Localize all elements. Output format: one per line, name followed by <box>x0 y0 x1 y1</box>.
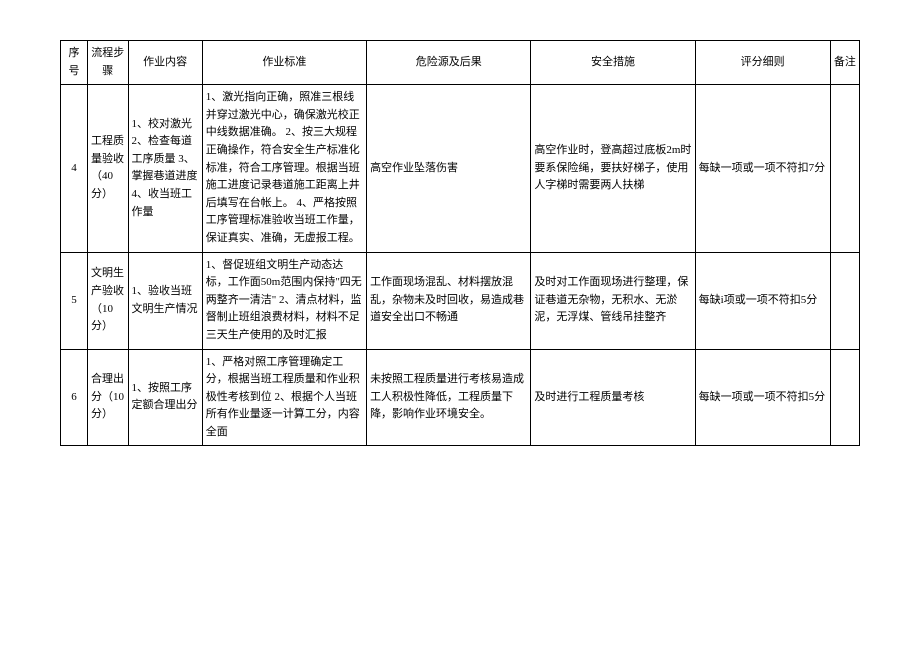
cell-risk: 未按照工程质量进行考核易造成工人积极性降低，工程质量下降，影响作业环境安全。 <box>367 349 531 446</box>
header-seq: 序号 <box>61 41 88 85</box>
header-note: 备注 <box>830 41 859 85</box>
cell-content: 1、按照工序定额合理出分 <box>128 349 202 446</box>
header-standard: 作业标准 <box>202 41 366 85</box>
cell-standard: 1、激光指向正确，照准三根线并穿过激光中心，确保激光校正中线数据准确。 2、按三… <box>202 85 366 252</box>
cell-note <box>830 85 859 252</box>
cell-measure: 及时对工作面现场进行整理，保证巷道无杂物，无积水、无淤泥，无浮煤、管线吊挂整齐 <box>531 252 695 349</box>
cell-seq: 6 <box>61 349 88 446</box>
cell-step: 工程质量验收（40分） <box>88 85 129 252</box>
table-row: 6 合理出分（10分） 1、按照工序定额合理出分 1、严格对照工序管理确定工分，… <box>61 349 860 446</box>
cell-seq: 5 <box>61 252 88 349</box>
cell-score: 每缺i项或一项不符扣5分 <box>695 252 830 349</box>
cell-content: 1、验收当班文明生产情况 <box>128 252 202 349</box>
header-score: 评分细则 <box>695 41 830 85</box>
header-content: 作业内容 <box>128 41 202 85</box>
cell-standard: 1、督促班组文明生产动态达标，工作面50m范围内保持"四无两整齐一清洁" 2、清… <box>202 252 366 349</box>
cell-score: 每缺一项或一项不符扣7分 <box>695 85 830 252</box>
table-row: 5 文明生产验收（10分） 1、验收当班文明生产情况 1、督促班组文明生产动态达… <box>61 252 860 349</box>
header-measure: 安全措施 <box>531 41 695 85</box>
cell-note <box>830 252 859 349</box>
header-step: 流程步骤 <box>88 41 129 85</box>
cell-content: 1、校对激光 2、检查每道工序质量 3、掌握巷道进度 4、收当班工作量 <box>128 85 202 252</box>
header-row: 序号 流程步骤 作业内容 作业标准 危险源及后果 安全措施 评分细则 备注 <box>61 41 860 85</box>
cell-step: 文明生产验收（10分） <box>88 252 129 349</box>
cell-standard: 1、严格对照工序管理确定工分，根据当班工程质量和作业积极性考核到位 2、根据个人… <box>202 349 366 446</box>
table-row: 4 工程质量验收（40分） 1、校对激光 2、检查每道工序质量 3、掌握巷道进度… <box>61 85 860 252</box>
cell-measure: 高空作业时，登高超过底板2m时要系保险绳，要扶好梯子，使用人字梯时需要两人扶梯 <box>531 85 695 252</box>
cell-note <box>830 349 859 446</box>
cell-score: 每缺一项或一项不符扣5分 <box>695 349 830 446</box>
process-table: 序号 流程步骤 作业内容 作业标准 危险源及后果 安全措施 评分细则 备注 4 … <box>60 40 860 446</box>
cell-risk: 工作面现场混乱、材料摆放混乱，杂物未及时回收，易造成巷道安全出口不畅通 <box>367 252 531 349</box>
table-body: 4 工程质量验收（40分） 1、校对激光 2、检查每道工序质量 3、掌握巷道进度… <box>61 85 860 446</box>
cell-measure: 及时进行工程质量考核 <box>531 349 695 446</box>
cell-seq: 4 <box>61 85 88 252</box>
cell-step: 合理出分（10分） <box>88 349 129 446</box>
header-risk: 危险源及后果 <box>367 41 531 85</box>
cell-risk: 高空作业坠落伤害 <box>367 85 531 252</box>
